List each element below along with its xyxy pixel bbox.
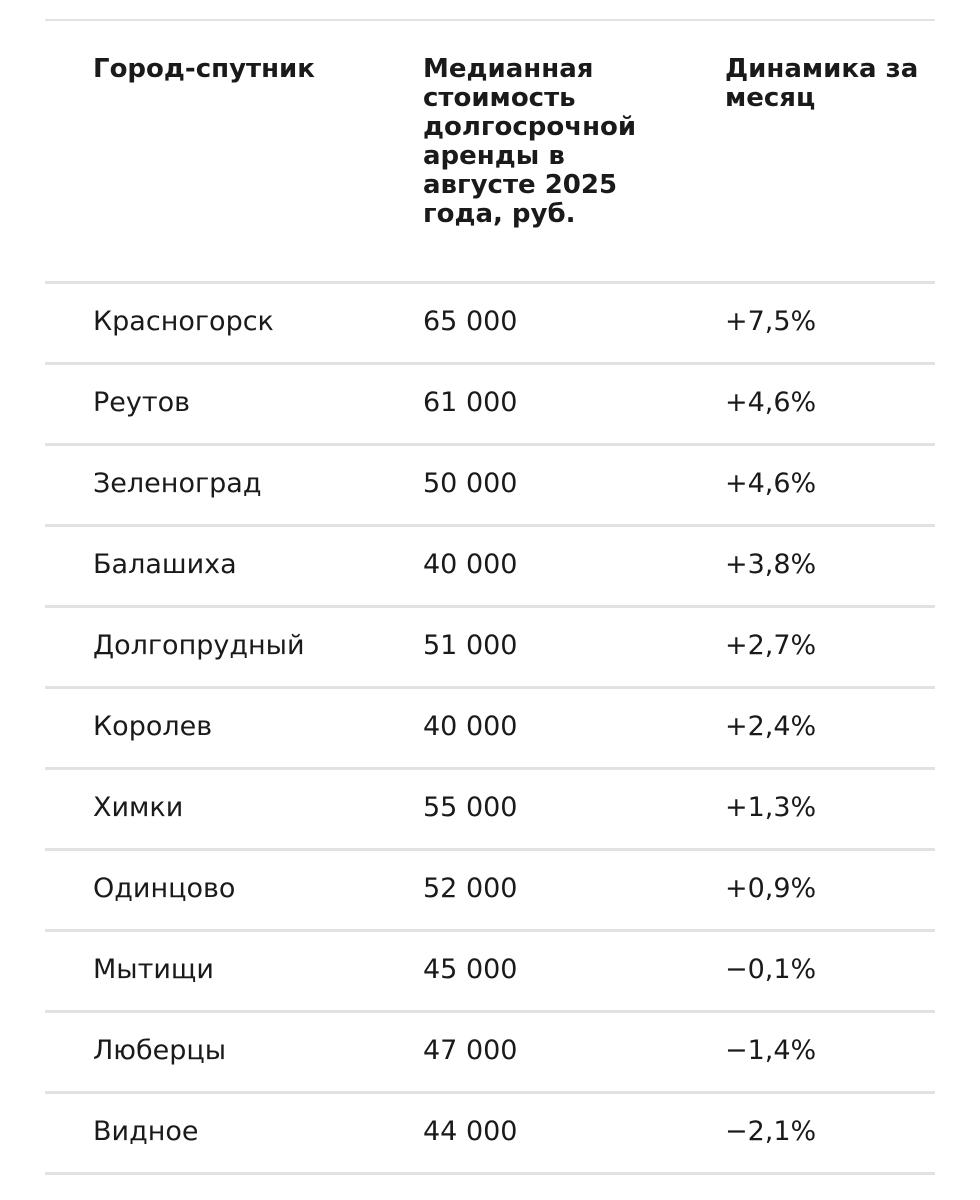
row-rule: [45, 1172, 935, 1175]
table-cell: Долгопрудный: [93, 630, 305, 661]
table-cell: +3,8%: [725, 549, 817, 580]
header-cell: Динамика за месяц: [725, 54, 919, 113]
row-rule: [45, 686, 935, 689]
table-cell: +1,3%: [725, 792, 817, 823]
row-rule: [45, 848, 935, 851]
table-cell: +2,4%: [725, 711, 817, 742]
table-cell: 65 000: [423, 306, 518, 337]
row-rule: [45, 929, 935, 932]
table-cell: 61 000: [423, 387, 518, 418]
table-cell: 45 000: [423, 954, 518, 985]
row-rule: [45, 767, 935, 770]
table-cell: Одинцово: [93, 873, 236, 904]
table-cell: Зеленоград: [93, 468, 262, 499]
row-rule: [45, 1010, 935, 1013]
table-cell: −1,4%: [725, 1035, 817, 1066]
row-rule: [45, 362, 935, 365]
table-cell: +4,6%: [725, 387, 817, 418]
row-rule: [45, 605, 935, 608]
table-cell: 55 000: [423, 792, 518, 823]
table-cell: +2,7%: [725, 630, 817, 661]
header-cell: Медианная стоимость долгосрочной аренды …: [423, 54, 637, 229]
table-cell: 52 000: [423, 873, 518, 904]
table-cell: Люберцы: [93, 1035, 227, 1066]
table-cell: Реутов: [93, 387, 191, 418]
table-top-rule: [45, 19, 935, 21]
row-rule: [45, 1091, 935, 1094]
header-cell: Город-спутник: [93, 54, 315, 84]
table-cell: Мытищи: [93, 954, 214, 985]
table-cell: Королев: [93, 711, 213, 742]
table-cell: 50 000: [423, 468, 518, 499]
table-cell: −0,1%: [725, 954, 817, 985]
table-cell: 44 000: [423, 1116, 518, 1147]
table-cell: +7,5%: [725, 306, 817, 337]
table-cell: Видное: [93, 1116, 199, 1147]
row-rule: [45, 443, 935, 446]
table-cell: 40 000: [423, 711, 518, 742]
header-rule: [45, 281, 935, 284]
row-rule: [45, 524, 935, 527]
table-cell: +0,9%: [725, 873, 817, 904]
table-cell: 40 000: [423, 549, 518, 580]
table-cell: +4,6%: [725, 468, 817, 499]
table-cell: Химки: [93, 792, 184, 823]
table-cell: 51 000: [423, 630, 518, 661]
table-cell: 47 000: [423, 1035, 518, 1066]
table-cell: Красногорск: [93, 306, 274, 337]
table-cell: −2,1%: [725, 1116, 817, 1147]
table-cell: Балашиха: [93, 549, 237, 580]
